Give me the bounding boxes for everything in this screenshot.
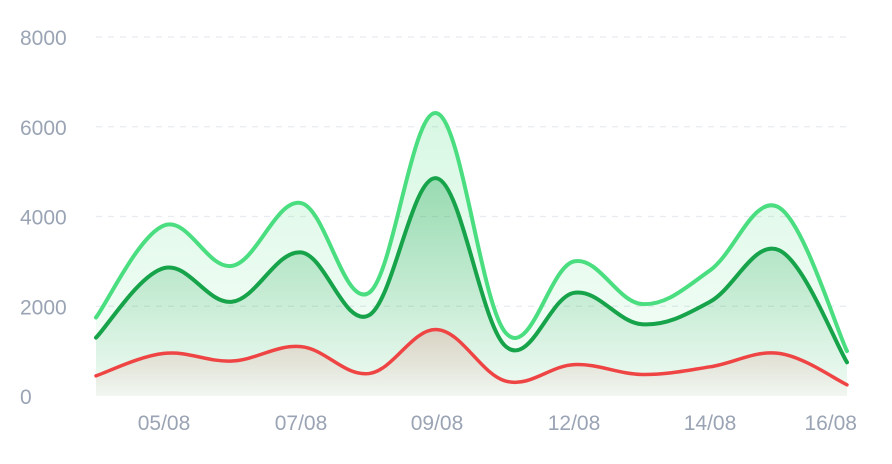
y-tick-label: 8000 [20,27,67,50]
x-axis: 05/08 07/08 09/08 12/08 14/08 16/08 [138,412,857,435]
series-bottom-area [96,329,847,396]
x-tick-label: 14/08 [684,412,737,435]
y-tick-label: 4000 [20,207,67,230]
series-top-line [94,111,849,354]
series-middle-line [94,176,849,365]
x-tick-label: 12/08 [548,412,601,435]
series-middle-area [96,178,847,396]
x-tick-label: 07/08 [275,412,328,435]
x-tick-label: 16/08 [804,412,857,435]
series-lines [94,111,849,387]
series-bottom-line [94,327,849,387]
x-tick-label: 09/08 [411,412,464,435]
y-tick-label: 0 [20,386,32,409]
y-tick-label: 2000 [20,296,67,319]
x-tick-label: 05/08 [138,412,191,435]
y-tick-label: 6000 [20,117,67,140]
y-axis: 0 2000 4000 6000 8000 [20,27,67,409]
